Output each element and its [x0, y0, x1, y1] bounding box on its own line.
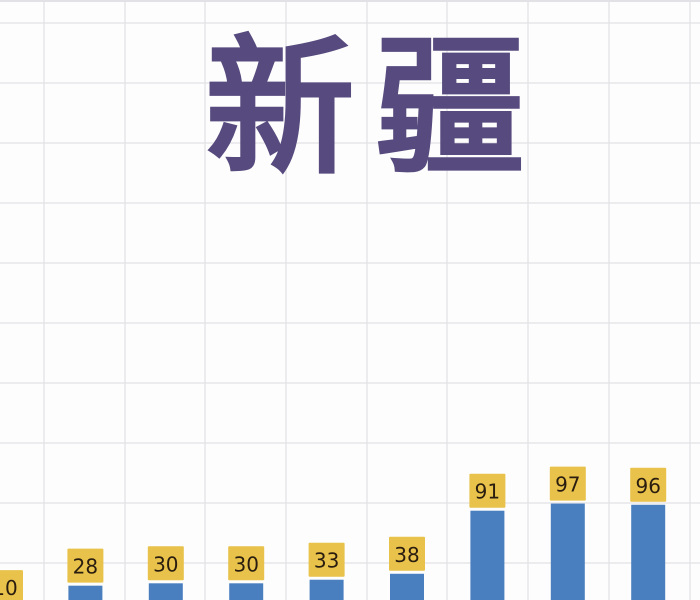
- data-label-box: [147, 546, 184, 581]
- data-label: 28: [73, 555, 98, 579]
- data-label-box: [228, 546, 265, 581]
- data-label: 30: [153, 552, 178, 576]
- data-label: 91: [475, 480, 500, 504]
- bar: [309, 579, 344, 600]
- data-label-box: [389, 536, 425, 571]
- bar: [68, 585, 103, 600]
- bar: [470, 510, 505, 600]
- data-label-box: [549, 466, 586, 501]
- data-label-box: [469, 473, 506, 508]
- bar: [229, 583, 264, 600]
- data-label-box: [67, 548, 104, 583]
- data-label: 10: [0, 576, 18, 600]
- data-label-box: [308, 542, 345, 577]
- bar: [550, 503, 585, 600]
- chart-title: 新疆: [204, 20, 545, 196]
- bar: [631, 504, 666, 600]
- data-label-box: [630, 467, 667, 502]
- data-label: 30: [233, 552, 258, 576]
- data-label-box: [0, 570, 23, 600]
- bar: [148, 583, 183, 600]
- data-label: 96: [635, 474, 660, 498]
- data-label: 97: [555, 473, 580, 497]
- data-label: 33: [314, 549, 339, 573]
- bar: [390, 573, 424, 600]
- data-label: 38: [394, 543, 419, 567]
